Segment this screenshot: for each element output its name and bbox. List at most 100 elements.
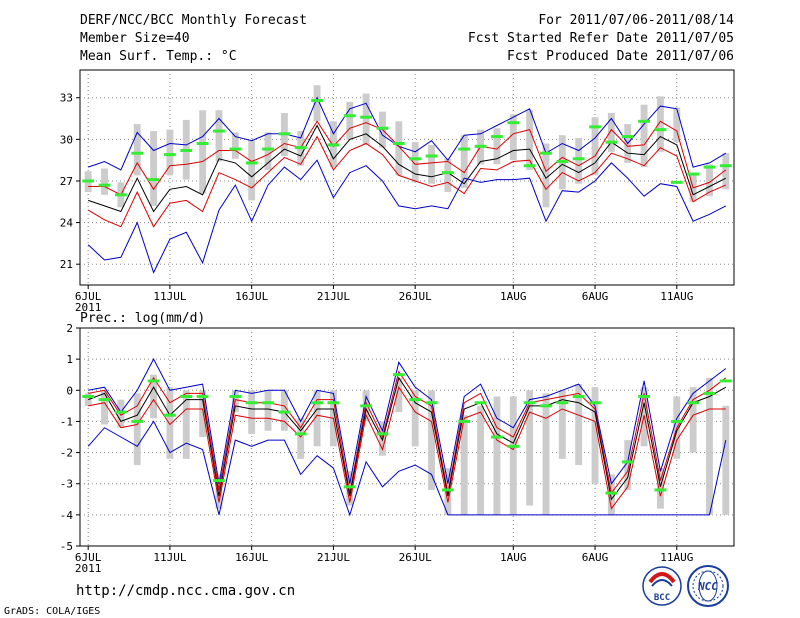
temp-spread-bar bbox=[231, 132, 239, 159]
prec-x-tick-label: 6JUL bbox=[75, 551, 102, 564]
prec-spread-bar bbox=[493, 396, 501, 515]
temp-x-tick-label: 11JUL bbox=[153, 290, 186, 303]
prec-ensemble-marker bbox=[719, 379, 732, 383]
temp-spread-bar bbox=[722, 153, 730, 190]
prec-ensemble-marker bbox=[703, 391, 716, 395]
prec-y-tick-label: -3 bbox=[60, 478, 73, 491]
prec-x-tick-label: 1AUG bbox=[500, 551, 527, 564]
temp-ensemble-marker bbox=[654, 128, 667, 132]
prec-y-tick-label: -5 bbox=[60, 540, 73, 553]
temp-ensemble-marker bbox=[213, 129, 225, 133]
prec-ensemble-marker bbox=[245, 401, 258, 405]
ncc-logo-text: NCC bbox=[697, 580, 718, 593]
temp-ensemble-marker bbox=[670, 180, 683, 184]
prec-ensemble-marker bbox=[507, 444, 520, 448]
temp-ensemble-marker bbox=[82, 179, 95, 183]
prec-spread-bar bbox=[656, 468, 664, 509]
temp-ensemble-marker bbox=[245, 161, 258, 165]
temp-y-tick-label: 33 bbox=[60, 92, 73, 105]
temp-spread-bar bbox=[509, 114, 517, 161]
prec-series-max bbox=[88, 358, 727, 485]
temp-spread-bar bbox=[150, 131, 158, 206]
prec-ensemble-marker bbox=[360, 404, 373, 408]
temp-spread-bar bbox=[313, 85, 321, 122]
prec-ensemble-marker bbox=[131, 419, 144, 423]
prec-x-tick-label: 16JUL bbox=[235, 551, 268, 564]
prec-ensemble-marker bbox=[409, 398, 422, 402]
temp-series-mean bbox=[88, 124, 727, 213]
bcc-logo-text: BCC bbox=[654, 593, 670, 603]
source-url[interactable]: http://cmdp.ncc.cma.gov.cn bbox=[76, 583, 295, 599]
temp-ensemble-marker bbox=[311, 99, 323, 103]
temp-x-tick-label: 6AUG bbox=[582, 290, 609, 303]
temp-x-tick-label: 21JUL bbox=[317, 290, 350, 303]
prec-year-label: 2011 bbox=[75, 562, 102, 575]
temp-spread-bar bbox=[411, 142, 419, 183]
temp-spread-bar bbox=[542, 143, 550, 208]
prec-spread-bar bbox=[558, 390, 566, 459]
temp-spread-bar bbox=[706, 164, 713, 197]
temp-ensemble-marker bbox=[131, 151, 144, 155]
prec-spread-bar bbox=[101, 390, 108, 425]
prec-spread-bar bbox=[150, 374, 158, 419]
temp-spread-bar bbox=[215, 110, 223, 162]
bcc-logo: BCC bbox=[642, 566, 682, 606]
temp-y-tick-label: 21 bbox=[60, 258, 73, 271]
temp-spread-bar bbox=[493, 128, 501, 165]
temp-spread-bar bbox=[101, 168, 108, 195]
temp-ensemble-marker bbox=[343, 114, 356, 118]
prec-ensemble-marker bbox=[392, 373, 405, 377]
temp-plot-frame bbox=[79, 69, 735, 286]
prec-spread-bar bbox=[460, 415, 468, 515]
prec-ensemble-marker bbox=[343, 485, 356, 489]
prec-series-lower bbox=[88, 385, 726, 510]
prec-spread-bar bbox=[117, 399, 125, 428]
prec-x-tick-label: 11AUG bbox=[660, 551, 693, 564]
prec-y-tick-label: 0 bbox=[66, 384, 73, 397]
prec-y-tick-label: -1 bbox=[60, 415, 73, 428]
temp-ensemble-marker bbox=[605, 140, 618, 144]
temp-spread-bar bbox=[575, 137, 583, 184]
temp-y-tick-label: 24 bbox=[60, 217, 74, 230]
prec-spread-bar bbox=[346, 471, 354, 506]
temp-y-tick-label: 27 bbox=[60, 175, 73, 188]
prec-spread-bar bbox=[722, 405, 730, 515]
temp-spread-bar bbox=[346, 101, 354, 140]
prec-spread-bar bbox=[215, 474, 223, 509]
prec-spread-bar bbox=[182, 390, 190, 459]
temp-spread-bar bbox=[591, 117, 599, 176]
temp-spread-bar bbox=[673, 107, 681, 143]
temp-series-min bbox=[87, 159, 727, 274]
prec-ensemble-marker bbox=[164, 413, 176, 417]
temp-ensemble-marker bbox=[719, 164, 732, 168]
temp-spread-bar bbox=[395, 121, 403, 176]
temp-spread-bar bbox=[199, 110, 207, 194]
prec-ensemble-marker bbox=[687, 401, 700, 405]
prec-ensemble-marker bbox=[327, 401, 340, 405]
temp-ensemble-marker bbox=[458, 147, 471, 151]
prec-series-mean bbox=[88, 376, 727, 501]
prec-spread-bar bbox=[706, 377, 713, 515]
temp-x-tick-label: 26JUL bbox=[399, 290, 432, 303]
produced-date: Fcst Produced Date 2011/07/06 bbox=[507, 49, 734, 64]
temp-ensemble-marker bbox=[262, 147, 274, 151]
temp-ensemble-marker bbox=[638, 119, 650, 123]
prec-series-upper bbox=[88, 370, 727, 495]
temp-spread-bar bbox=[166, 129, 174, 176]
prec-ensemble-marker bbox=[670, 419, 683, 423]
prec-spread-bar bbox=[199, 390, 207, 437]
prec-y-tick-label: 2 bbox=[66, 322, 73, 335]
prec-x-tick-label: 11JUL bbox=[153, 551, 186, 564]
prec-ensemble-marker bbox=[458, 419, 471, 423]
prec-spread-bar bbox=[166, 387, 174, 459]
temp-x-tick-label: 11AUG bbox=[660, 290, 693, 303]
prec-spread-bar bbox=[280, 390, 288, 431]
temp-ensemble-marker bbox=[147, 178, 160, 182]
temp-ensemble-marker bbox=[294, 146, 307, 150]
prec-spread-bar bbox=[542, 393, 550, 515]
temp-ensemble-marker bbox=[441, 171, 454, 175]
prec-ensemble-marker bbox=[621, 460, 634, 464]
temp-ensemble-marker bbox=[703, 165, 716, 169]
prec-ensemble-marker bbox=[229, 395, 242, 399]
